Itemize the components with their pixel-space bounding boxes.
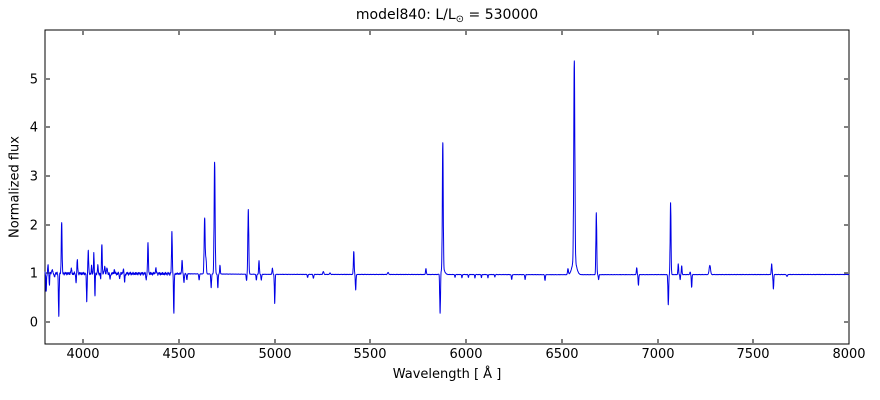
y-tick-label: 2: [30, 219, 38, 234]
figure-title: model840: L/L⊙ = 530000: [45, 7, 849, 25]
x-tick-label: 8000: [832, 347, 865, 362]
y-tick-label: 4: [30, 121, 38, 136]
x-axis-label: Wavelength [ Å ]: [392, 367, 502, 382]
x-tick-label: 4500: [162, 347, 195, 362]
y-axis-label: Normalized flux: [7, 136, 23, 238]
x-tick-label: 7500: [736, 347, 769, 362]
sun-symbol: ⊙: [455, 14, 465, 25]
y-tick-label: 3: [30, 170, 38, 185]
y-tick-label: 1: [30, 267, 38, 282]
y-tick-label: 5: [30, 73, 38, 88]
x-tick-label: 5500: [353, 347, 386, 362]
title-luminosity-value: = 530000: [464, 7, 539, 23]
title-model-text: model840: L/L: [355, 7, 456, 23]
x-tick-label: 4000: [66, 347, 99, 362]
x-tick-label: 6500: [545, 347, 578, 362]
y-tick-label: 0: [30, 316, 38, 331]
spectrum-line: [44, 60, 850, 317]
x-tick-label: 7000: [641, 347, 674, 362]
x-tick-label: 6000: [449, 347, 482, 362]
plot-border: [44, 29, 850, 345]
x-tick-label: 5000: [258, 347, 291, 362]
